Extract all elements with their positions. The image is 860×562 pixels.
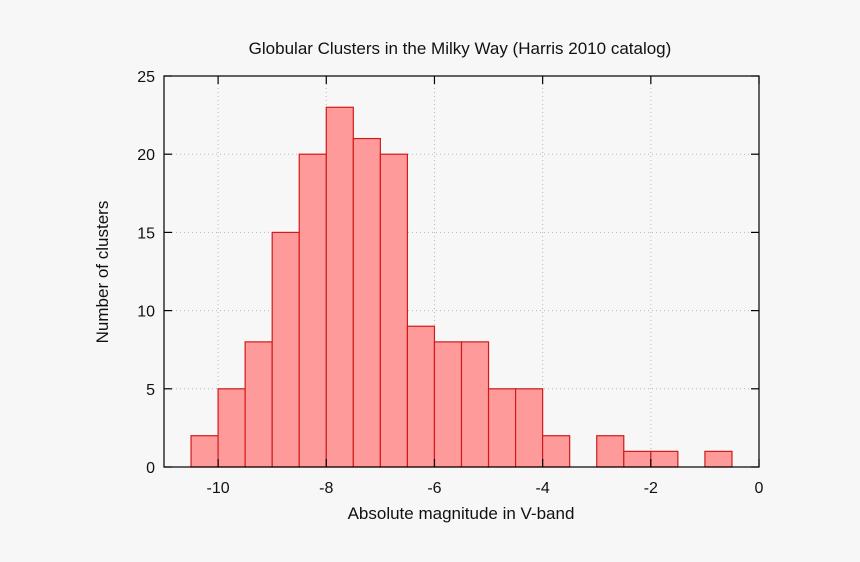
histogram-bar <box>514 388 544 468</box>
x-tick-label: 0 <box>755 480 764 497</box>
histogram-bar <box>704 450 733 468</box>
histogram-bar <box>623 450 652 468</box>
y-axis-label: Number of clusters <box>93 201 112 344</box>
histogram-bar <box>542 435 571 468</box>
axis-ticks: 0 5 10 15 20 25 -10 -8 -6 -4 -2 0 <box>137 69 763 497</box>
histogram-bar <box>596 435 625 468</box>
histogram-bar <box>379 153 409 468</box>
y-tick-label: 10 <box>137 304 155 321</box>
x-axis-label: Absolute magnitude in V-band <box>348 504 575 523</box>
y-tick-label: 25 <box>137 69 155 86</box>
histogram-bar <box>190 435 219 468</box>
y-tick-label: 15 <box>137 225 155 242</box>
histogram-bar <box>352 137 381 468</box>
x-tick-label: -8 <box>319 480 333 497</box>
histogram-bar <box>433 341 463 468</box>
histogram-bar <box>460 341 490 468</box>
x-tick-label: -2 <box>644 480 658 497</box>
histogram-bar <box>271 231 300 468</box>
histogram-bar <box>406 325 436 468</box>
x-tick-label: -10 <box>207 480 230 497</box>
histogram-bars <box>190 106 733 468</box>
histogram-bar <box>217 388 246 468</box>
x-tick-label: -6 <box>427 480 441 497</box>
histogram-bar <box>325 106 354 468</box>
y-tick-label: 20 <box>137 147 155 164</box>
histogram-bar <box>650 450 679 468</box>
plot-frame <box>163 75 760 468</box>
histogram-bar <box>298 153 327 468</box>
histogram-bar <box>244 341 273 468</box>
y-tick-label: 0 <box>146 460 155 477</box>
histogram-bar <box>487 388 517 468</box>
x-tick-label: -4 <box>536 480 550 497</box>
chart-title: Globular Clusters in the Milky Way (Harr… <box>249 39 672 58</box>
y-tick-label: 5 <box>146 382 155 399</box>
